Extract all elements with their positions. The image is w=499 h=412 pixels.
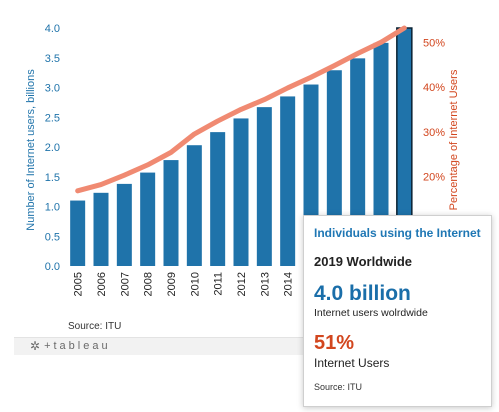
footer-toolbar [14,337,314,355]
y2-axis-label: Percentage of Internet Users [448,69,460,210]
y-tick-label: 0.0 [45,261,60,273]
y-tick-label: 0.5 [45,231,60,243]
y-tick-label: 2.0 [45,142,60,154]
bar-2018[interactable] [373,42,389,266]
bar-2011[interactable] [210,132,226,266]
y2-tick-label: 40% [423,82,445,94]
bar-2014[interactable] [280,96,296,266]
tooltip-source: Source: ITU [314,382,363,392]
x-tick-label: 2013 [259,272,271,296]
bar-2010[interactable] [186,145,202,266]
bar-2007[interactable] [116,183,132,266]
y-tick-label: 1.5 [45,172,60,184]
tooltip-users-label: Internet users wolrdwide [314,307,428,319]
y-tick-label: 1.0 [45,202,60,214]
tooltip-percent-value: 51% [314,332,355,354]
tableau-logo[interactable]: ✲ +tableau [30,339,111,353]
bar-2005[interactable] [70,200,86,266]
y-tick-label: 2.5 [45,112,60,124]
tableau-wordmark: +tableau [44,340,111,352]
bar-2012[interactable] [233,118,249,266]
percentage-line [75,25,407,194]
bar-2013[interactable] [256,107,272,266]
tooltip-panel: Individuals using the Internet 2019 Worl… [303,215,492,407]
source-note: Source: ITU [68,321,122,332]
y-tick-label: 3.5 [45,53,60,65]
bar-2006[interactable] [93,192,109,266]
x-tick-label: 2012 [236,272,248,296]
y2-tick-label: 30% [423,127,445,139]
bar-2009[interactable] [163,160,179,266]
bar-2008[interactable] [140,172,156,266]
y2-tick-label: 20% [423,172,445,184]
x-tick-label: 2011 [213,272,225,296]
x-tick-label: 2010 [189,272,201,296]
x-tick-label: 2007 [119,272,131,296]
tooltip-percent-label: Internet Users [314,356,390,370]
x-tick-label: 2014 [283,272,295,296]
x-tick-label: 2006 [96,272,108,296]
y-tick-label: 4.0 [45,23,60,35]
y-axis-label: Number of Internet users, billions [25,69,37,231]
y-tick-label: 3.0 [45,83,60,95]
x-tick-label: 2009 [166,272,178,296]
bar-2017[interactable] [350,58,366,266]
x-tick-label: 2008 [143,272,155,296]
x-tick-label: 2005 [73,272,85,296]
tableau-mark-icon: ✲ [30,339,41,353]
y2-tick-label: 50% [423,37,445,49]
tooltip-title: Individuals using the Internet [314,226,481,240]
tooltip-users-value: 4.0 billion [314,282,411,305]
tooltip-region: 2019 Worldwide [314,254,413,269]
